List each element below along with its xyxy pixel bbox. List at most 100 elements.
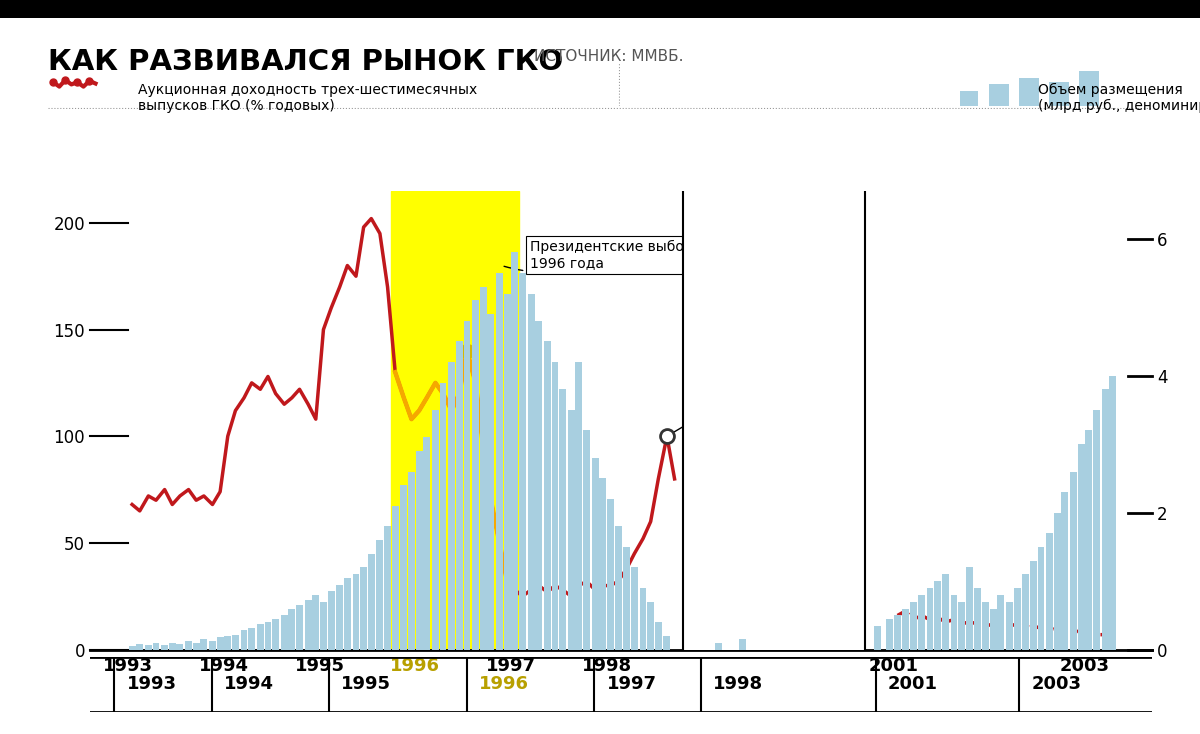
Bar (739, 639, 746, 650)
Text: 1995: 1995 (341, 675, 391, 694)
Bar (1038, 547, 1044, 650)
Bar (715, 643, 722, 650)
Bar (918, 595, 925, 650)
Text: 1996: 1996 (479, 675, 529, 694)
Bar (320, 602, 326, 650)
Bar (128, 646, 136, 650)
Bar (232, 634, 239, 650)
Bar (982, 602, 989, 650)
Bar (145, 645, 152, 650)
Text: 1998: 1998 (713, 675, 763, 694)
Bar (487, 314, 494, 650)
Bar (1102, 390, 1109, 650)
Bar (535, 321, 542, 650)
Bar (997, 595, 1004, 650)
Bar (966, 567, 973, 650)
Bar (607, 499, 614, 650)
Bar (312, 595, 319, 650)
Bar (664, 636, 671, 650)
Bar (264, 622, 271, 650)
Bar (463, 321, 470, 650)
Bar (1046, 533, 1054, 650)
Bar (647, 602, 654, 650)
Bar (415, 451, 422, 650)
Bar (592, 458, 599, 650)
Bar (631, 567, 638, 650)
Bar (1022, 574, 1030, 650)
Text: Аукционная доходность трех-шестимесячных
выпусков ГКО (% годовых): Аукционная доходность трех-шестимесячных… (138, 83, 478, 113)
Text: КАК РАЗВИВАЛСЯ РЫНОК ГКО: КАК РАЗВИВАЛСЯ РЫНОК ГКО (48, 48, 563, 76)
Bar (958, 602, 965, 650)
Bar (1030, 561, 1037, 650)
Bar (990, 608, 997, 650)
Text: Объявления
дефолта
по рублевым
облигациям: Объявления дефолта по рублевым облигация… (670, 362, 787, 435)
Bar (1086, 430, 1092, 650)
Bar (974, 588, 982, 650)
Bar (200, 639, 208, 650)
Bar (272, 619, 280, 650)
Bar (576, 362, 582, 650)
Text: 2001: 2001 (888, 675, 938, 694)
Bar (305, 600, 312, 650)
Bar (504, 294, 510, 650)
Text: 1994: 1994 (224, 675, 275, 694)
Bar (1093, 410, 1100, 650)
Bar (360, 567, 367, 650)
Bar (193, 643, 199, 650)
Bar (368, 553, 374, 650)
Bar (336, 584, 343, 650)
Bar (152, 644, 160, 650)
Bar (511, 252, 518, 650)
Bar (623, 547, 630, 650)
Bar (185, 642, 192, 650)
Bar (391, 506, 398, 650)
Bar (544, 341, 551, 650)
Bar (1109, 376, 1116, 650)
Bar (496, 273, 503, 650)
Bar (384, 526, 391, 650)
Bar (296, 605, 302, 650)
Bar (353, 574, 360, 650)
Bar (224, 636, 232, 650)
Bar (391, 191, 518, 650)
Bar (169, 643, 175, 650)
Bar (456, 341, 463, 650)
Bar (520, 273, 526, 650)
Bar (424, 437, 431, 650)
Bar (209, 641, 216, 650)
Bar (655, 622, 661, 650)
Bar (1078, 444, 1085, 650)
Bar (894, 615, 901, 650)
Bar (926, 588, 934, 650)
Bar (401, 485, 407, 650)
Bar (1062, 492, 1068, 650)
Bar (449, 362, 455, 650)
Bar (614, 526, 622, 650)
Bar (281, 615, 288, 650)
Bar (874, 625, 881, 650)
Text: ИСТОЧНИК: ММВБ.: ИСТОЧНИК: ММВБ. (534, 49, 684, 64)
Bar (528, 294, 534, 650)
Bar (683, 191, 865, 650)
Text: Объем размещения
(млрд руб., деноминированных): Объем размещения (млрд руб., деноминиров… (1038, 83, 1200, 113)
Text: 2003: 2003 (1032, 675, 1081, 694)
Bar (887, 619, 893, 650)
Bar (432, 410, 439, 650)
Bar (942, 574, 949, 650)
Bar (583, 430, 590, 650)
Bar (248, 628, 256, 650)
Bar (950, 595, 958, 650)
Bar (240, 631, 247, 650)
Bar (137, 644, 143, 650)
Bar (480, 287, 487, 650)
Bar (328, 592, 335, 650)
Bar (599, 479, 606, 650)
Bar (408, 471, 415, 650)
Bar (472, 300, 479, 650)
Bar (552, 362, 558, 650)
Bar (161, 644, 168, 650)
Bar (935, 581, 941, 650)
Bar (1070, 471, 1076, 650)
Bar (344, 578, 350, 650)
Bar (217, 637, 223, 650)
